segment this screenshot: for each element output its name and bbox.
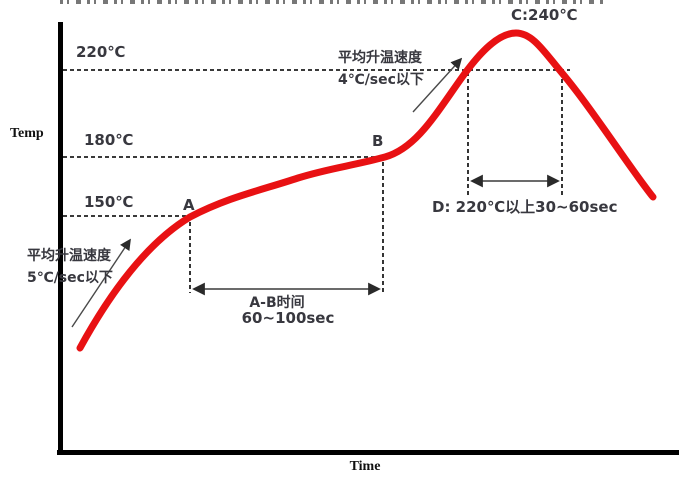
- x-axis-title: Time: [349, 459, 381, 474]
- ramp2-annotation: 平均升温速度 4℃/sec以下: [338, 47, 424, 91]
- tick-label-180c: 180℃: [84, 131, 134, 149]
- d-zone-label: D: 220℃以上30~60sec: [432, 198, 618, 216]
- temperature-profile-curve: [76, 29, 657, 352]
- point-label-a: A: [183, 196, 195, 214]
- ramp1-line2: 5℃/sec以下: [27, 270, 113, 286]
- ramp2-line1: 平均升温速度: [338, 50, 422, 66]
- ramp1-line1: 平均升温速度: [27, 248, 111, 264]
- cropped-title-fragment: [60, 0, 605, 4]
- ramp1-arrow: [71, 238, 131, 328]
- ab-time-label: A-B时间: [249, 295, 305, 311]
- point-label-b: B: [372, 132, 384, 150]
- ramp2-arrow: [412, 57, 463, 113]
- ab-time-value: 60~100sec: [241, 309, 335, 327]
- tick-label-220c: 220℃: [76, 43, 126, 61]
- peak-label-c: C:240℃: [511, 6, 578, 24]
- ramp1-annotation: 平均升温速度 5℃/sec以下: [27, 245, 113, 289]
- y-axis-title: Temp: [10, 126, 44, 141]
- tick-label-150c: 150℃: [84, 193, 134, 211]
- ramp2-line2: 4℃/sec以下: [338, 72, 424, 88]
